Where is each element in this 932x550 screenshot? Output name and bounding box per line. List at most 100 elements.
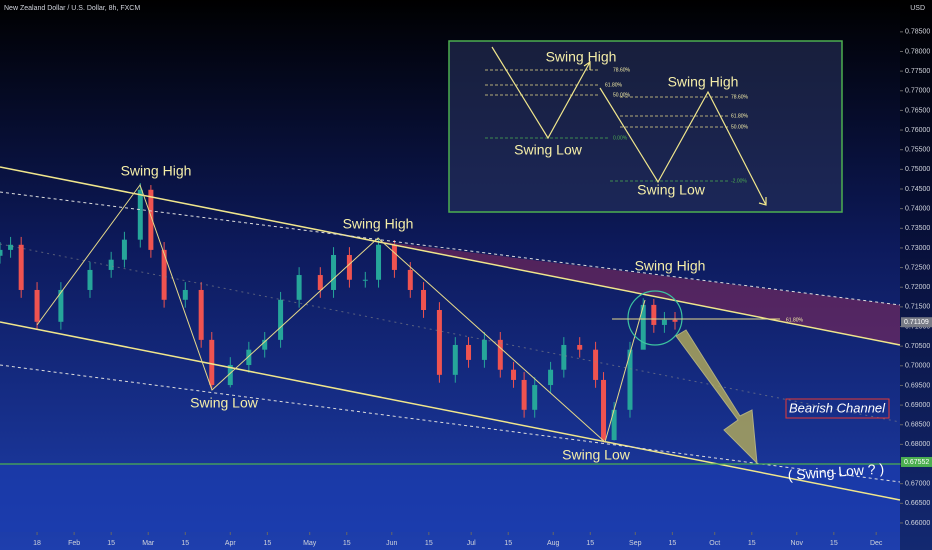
candle-body	[108, 259, 114, 270]
candle-body	[121, 239, 127, 260]
channel-upper	[0, 166, 901, 346]
candle-body	[611, 409, 617, 441]
annotation: Swing High	[121, 163, 192, 179]
x-tick-label: Oct	[709, 540, 720, 547]
y-axis-label: USD	[910, 5, 925, 12]
inset-frame	[448, 40, 843, 213]
x-tick-label: Apr	[225, 540, 237, 547]
candle-body	[521, 379, 527, 410]
price-label: 0.71109	[904, 319, 929, 326]
candle-body	[246, 349, 252, 366]
y-tick-label: 0.74000	[905, 205, 930, 212]
candle-body	[148, 189, 154, 250]
arrow-head	[583, 60, 591, 70]
fib-label: 61.80%	[731, 113, 749, 119]
y-tick-label: 0.78500	[905, 29, 930, 36]
y-tick-label: 0.66500	[905, 500, 930, 507]
candle-body	[601, 379, 607, 441]
y-tick-label: 0.76500	[905, 107, 930, 114]
channel-lower	[0, 321, 901, 501]
y-tick-label: 0.78000	[905, 48, 930, 55]
annotation: Swing High	[668, 74, 739, 90]
y-tick-label: 0.67000	[905, 481, 930, 488]
candle-body	[532, 385, 538, 410]
annotation: Swing Low	[190, 395, 259, 411]
annotation: Swing High	[635, 258, 706, 274]
candle-body	[391, 244, 397, 270]
dashed-line	[0, 191, 901, 306]
y-tick-label: 0.73000	[905, 245, 930, 252]
y-tick-label: 0.75500	[905, 147, 930, 154]
annotation: Swing High	[546, 49, 617, 65]
price-label: 0.67552	[904, 459, 929, 466]
chart-title: New Zealand Dollar / U.S. Dollar, 8h, FX…	[4, 5, 140, 12]
y-tick-label: 0.66000	[905, 520, 930, 527]
candle-body	[34, 289, 40, 322]
price-label-box	[901, 317, 932, 328]
candle-body	[87, 269, 93, 290]
x-tick-label: Feb	[68, 540, 80, 547]
y-tick-label: 0.73500	[905, 225, 930, 232]
arrow	[675, 329, 758, 465]
fib-label: 61.80%	[605, 82, 623, 88]
candle-body	[661, 319, 667, 325]
candle-body	[672, 319, 678, 322]
x-tick-label: 15	[181, 540, 189, 547]
annotation: Swing Low	[514, 142, 583, 158]
x-tick-label: 15	[586, 540, 594, 547]
y-tick-label: 0.70500	[905, 343, 930, 350]
candle-body	[182, 289, 188, 300]
y-tick-label: 0.68000	[905, 441, 930, 448]
dashed-line	[0, 364, 901, 483]
y-tick-label: 0.70000	[905, 363, 930, 370]
y-tick-label: 0.68500	[905, 422, 930, 429]
fib-label: 78.60%	[731, 94, 749, 100]
fib-label: -2.00%	[731, 178, 747, 184]
candle-body	[627, 349, 633, 410]
candle-body	[640, 304, 646, 350]
x-tick-label: Aug	[547, 540, 560, 547]
candle-body	[278, 299, 284, 340]
y-tick-label: 0.72500	[905, 264, 930, 271]
fib-label: 61.80%	[786, 317, 804, 323]
candle-body	[651, 304, 657, 325]
price-label-box	[901, 456, 932, 467]
y-tick-label: 0.72000	[905, 284, 930, 291]
x-tick-label: 15	[343, 540, 351, 547]
x-tick-label: 15	[668, 540, 676, 547]
arrow-head	[758, 197, 767, 206]
plot	[0, 183, 678, 443]
drawings	[0, 40, 901, 501]
candle-body	[497, 339, 503, 370]
label-box	[785, 398, 890, 419]
candle-body	[58, 289, 64, 322]
x-tick-label: Dec	[870, 540, 883, 547]
candle-body	[466, 344, 472, 360]
lower-zone	[0, 464, 900, 532]
x-tick-label: 15	[748, 540, 756, 547]
fib-label: 50.00%	[613, 92, 631, 98]
annotation: Swing Low	[562, 447, 631, 463]
candle-body	[317, 275, 323, 290]
y-tick-label: 0.69500	[905, 382, 930, 389]
x-tick-label: 15	[263, 540, 271, 547]
candle-body	[198, 289, 204, 340]
inset-path	[491, 46, 591, 140]
x-tick-label: 18	[33, 540, 41, 547]
candle-body	[421, 289, 427, 311]
candle-body	[209, 339, 215, 386]
candle-body	[511, 369, 517, 380]
candle-body	[362, 279, 368, 281]
fib-label: 50.00%	[731, 124, 749, 130]
y-tick-label: 0.69000	[905, 402, 930, 409]
candle-body	[331, 254, 337, 290]
annotation: Swing Low	[637, 182, 706, 198]
y-tick-label: 0.77000	[905, 88, 930, 95]
annotation: Bearish Channel	[789, 400, 886, 415]
annotation: ( Swing Low ? )	[787, 460, 884, 483]
candle-body	[0, 249, 3, 256]
candle-body	[296, 275, 302, 300]
highlight-circle	[627, 290, 683, 346]
x-tick-label: Sep	[629, 540, 642, 547]
